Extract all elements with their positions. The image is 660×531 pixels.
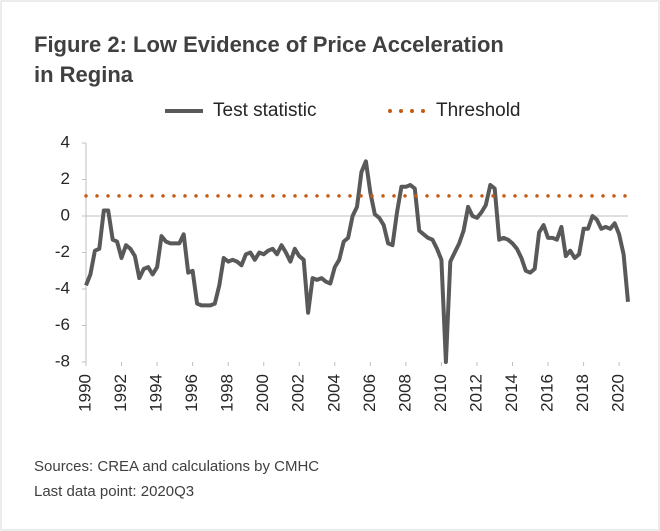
x-tick-label: 2020 [609, 374, 628, 412]
x-tick-label: 2018 [573, 374, 592, 412]
x-tick-label: 1994 [147, 374, 166, 412]
x-tick-label: 2000 [253, 374, 272, 412]
series-line [84, 159, 630, 364]
x-tick-label: 1990 [75, 374, 94, 412]
x-tick-label: 2016 [538, 374, 557, 412]
y-tick-label: -8 [55, 351, 70, 370]
sources: Sources: CREA and calculations by CMHC [34, 458, 319, 475]
x-tick-label: 2008 [395, 374, 414, 412]
chart-title: in Regina [34, 62, 134, 87]
x-tick-label: 1992 [111, 374, 130, 412]
x-tick-label: 2004 [324, 374, 343, 412]
y-tick-label: -4 [55, 278, 70, 297]
y-tick-label: -6 [55, 315, 70, 334]
chart-title: Figure 2: Low Evidence of Price Accelera… [34, 32, 504, 57]
x-tick-label: 1996 [182, 374, 201, 412]
legend-label: Test statistic [213, 100, 316, 121]
x-tick-label: 2014 [502, 374, 521, 412]
last-point: Last data point: 2020Q3 [34, 483, 194, 500]
y-tick-label: 2 [61, 169, 70, 188]
y-tick-label: 0 [61, 205, 70, 224]
y-tick-label: -2 [55, 242, 70, 261]
x-tick-label: 2012 [466, 374, 485, 412]
x-tick-label: 1998 [218, 374, 237, 412]
x-tick-label: 2010 [431, 374, 450, 412]
x-tick-label: 2006 [360, 374, 379, 412]
x-tick-label: 2002 [289, 374, 308, 412]
y-tick-label: 4 [61, 132, 70, 151]
legend-label: Threshold [436, 100, 521, 121]
